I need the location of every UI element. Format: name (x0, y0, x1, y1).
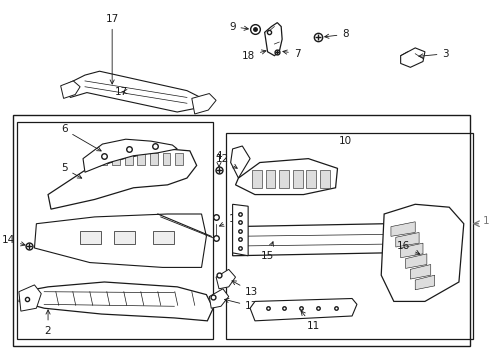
Polygon shape (233, 204, 248, 256)
Text: 8: 8 (325, 29, 349, 39)
Polygon shape (401, 48, 425, 67)
Polygon shape (80, 230, 101, 244)
Polygon shape (19, 282, 213, 321)
Text: 1: 1 (483, 216, 490, 226)
Text: 5: 5 (61, 163, 82, 178)
Text: 12: 12 (216, 154, 237, 168)
Text: 17: 17 (115, 87, 128, 96)
Text: 15: 15 (261, 242, 274, 261)
Text: 14: 14 (2, 235, 25, 246)
Polygon shape (265, 23, 282, 56)
Text: 17: 17 (105, 14, 119, 84)
Polygon shape (320, 170, 330, 188)
Polygon shape (19, 285, 41, 311)
Polygon shape (114, 230, 135, 244)
Polygon shape (125, 153, 133, 166)
Text: 16: 16 (397, 241, 419, 254)
Bar (13, 115, 469, 346)
Text: 3: 3 (419, 49, 449, 59)
Text: 13: 13 (220, 214, 242, 226)
Polygon shape (137, 153, 145, 166)
Polygon shape (381, 204, 464, 301)
Polygon shape (99, 153, 107, 166)
Polygon shape (192, 94, 216, 114)
Polygon shape (401, 243, 423, 258)
Polygon shape (279, 170, 289, 188)
Polygon shape (83, 139, 177, 172)
Text: 11: 11 (301, 311, 320, 331)
Text: 18: 18 (242, 50, 266, 61)
Polygon shape (175, 153, 183, 166)
Text: 6: 6 (61, 125, 101, 151)
Text: 7: 7 (283, 49, 300, 59)
Polygon shape (252, 170, 262, 188)
Text: 2: 2 (45, 310, 51, 336)
Polygon shape (231, 146, 250, 178)
Bar (17, 122, 213, 339)
Polygon shape (406, 254, 427, 269)
Polygon shape (163, 153, 171, 166)
Polygon shape (216, 269, 236, 289)
Text: 13: 13 (224, 298, 259, 311)
Polygon shape (48, 149, 196, 209)
Polygon shape (61, 81, 80, 98)
Text: 13: 13 (232, 281, 259, 297)
Polygon shape (293, 170, 302, 188)
Polygon shape (233, 224, 391, 256)
Polygon shape (112, 153, 120, 166)
Polygon shape (391, 222, 415, 236)
Polygon shape (66, 71, 206, 112)
Text: 9: 9 (229, 22, 248, 32)
Polygon shape (153, 230, 174, 244)
Text: 10: 10 (339, 136, 352, 146)
Polygon shape (266, 170, 275, 188)
Polygon shape (415, 275, 435, 290)
Polygon shape (150, 153, 158, 166)
Polygon shape (396, 233, 419, 247)
Polygon shape (236, 159, 338, 194)
Polygon shape (306, 170, 316, 188)
Text: 4: 4 (216, 151, 222, 167)
Bar (226, 133, 473, 339)
Polygon shape (209, 289, 229, 308)
Polygon shape (250, 298, 357, 321)
Polygon shape (34, 214, 206, 267)
Polygon shape (410, 265, 431, 279)
